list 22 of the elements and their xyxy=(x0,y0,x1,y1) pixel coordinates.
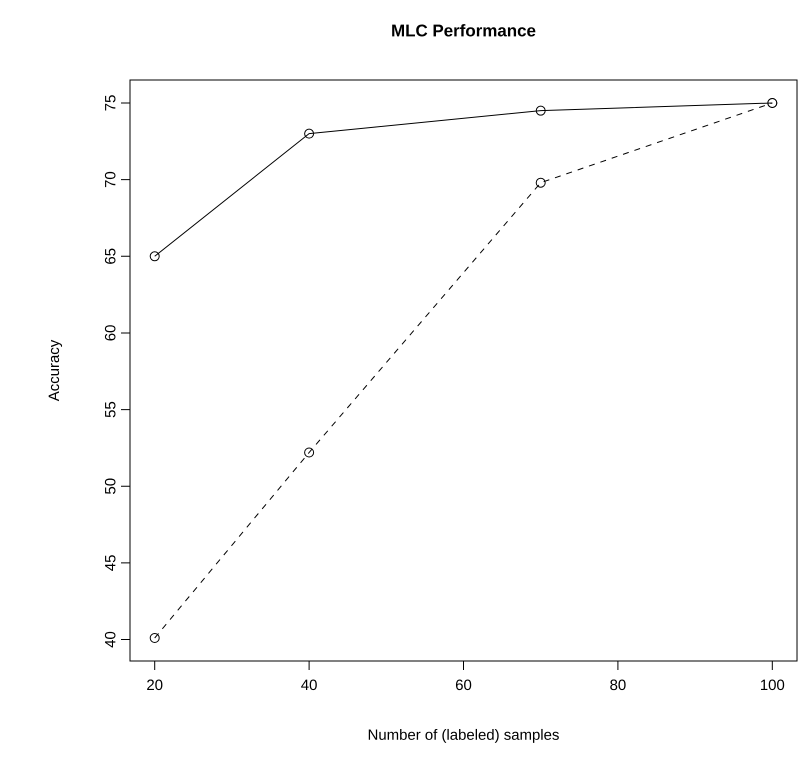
point xyxy=(150,251,160,262)
x-tick-label: 60 xyxy=(456,680,472,690)
chart-title: MLC Performance xyxy=(392,24,536,36)
y-tick-label: 40 xyxy=(104,632,116,648)
y-tick-label: 75 xyxy=(105,95,116,111)
y-tick-label: 70 xyxy=(104,172,116,188)
y-tick-label: 65 xyxy=(104,248,116,264)
y-tick-label: 55 xyxy=(105,402,116,418)
point xyxy=(536,178,546,188)
x-tick-label: 100 xyxy=(760,680,784,690)
point xyxy=(304,128,314,139)
y-tick-label: 60 xyxy=(104,325,116,340)
y-tick-label: 45 xyxy=(105,555,116,571)
y-tick-label: 50 xyxy=(104,478,116,494)
x-tick-label: 80 xyxy=(610,680,626,690)
x-tick-label: 40 xyxy=(301,680,317,690)
y-axis-title: Accuracy xyxy=(48,340,62,402)
point xyxy=(304,448,314,458)
point xyxy=(150,633,160,644)
x-tick-label: 20 xyxy=(147,680,162,690)
x-axis-title: Number of (labeled) samples xyxy=(368,728,559,743)
point xyxy=(536,106,546,116)
